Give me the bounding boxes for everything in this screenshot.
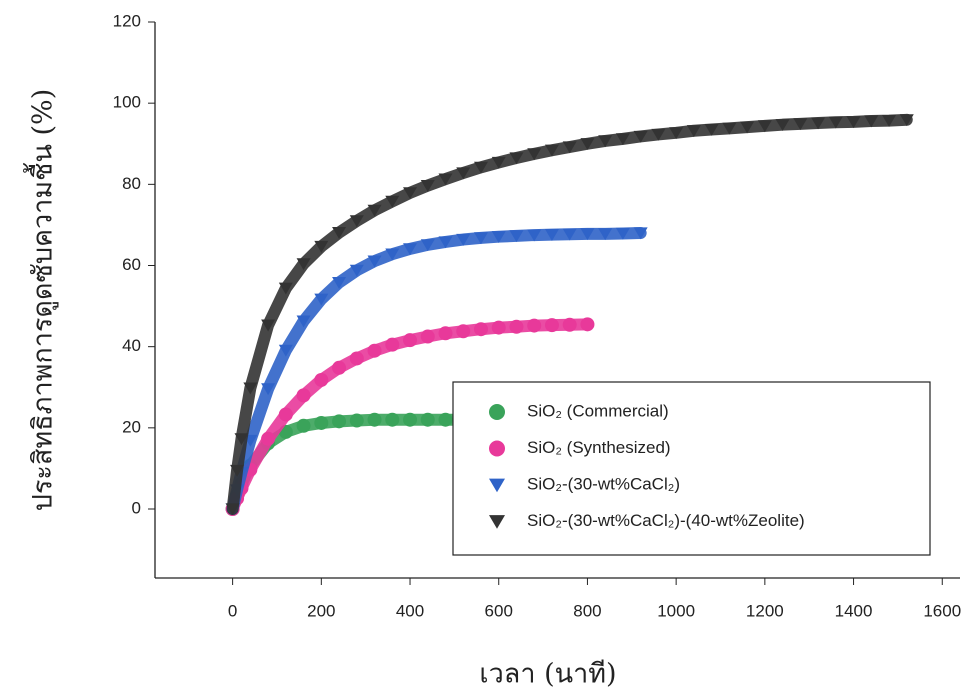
x-axis-title: เวลา (นาที): [479, 659, 616, 690]
marker: [474, 322, 488, 336]
marker: [385, 338, 399, 352]
marker: [368, 344, 382, 358]
marker: [314, 373, 328, 387]
marker: [332, 361, 346, 375]
marker: [421, 413, 435, 427]
y-tick-label: 120: [113, 11, 141, 30]
legend-label: SiO₂-(30-wt%CaCl₂)-(40-wt%Zeolite): [527, 511, 805, 530]
marker: [350, 414, 364, 428]
marker: [279, 407, 293, 421]
x-tick-label: 600: [485, 601, 513, 620]
legend-label: SiO₂ (Synthesized): [527, 438, 671, 457]
marker: [368, 413, 382, 427]
background: [0, 0, 964, 698]
legend: SiO₂ (Commercial) SiO₂ (Synthesized) SiO₂-…: [453, 382, 930, 555]
x-tick-label: 1600: [923, 601, 961, 620]
x-tick-label: 0: [228, 601, 237, 620]
marker: [439, 413, 453, 427]
x-tick-label: 200: [307, 601, 335, 620]
marker: [509, 320, 523, 334]
marker: [527, 319, 541, 333]
marker: [563, 318, 577, 332]
x-tick-label: 800: [573, 601, 601, 620]
legend-label: SiO₂-(30-wt%CaCl₂): [527, 474, 680, 493]
y-tick-label: 100: [113, 93, 141, 112]
y-tick-label: 60: [122, 255, 141, 274]
marker: [297, 419, 311, 433]
marker: [421, 330, 435, 344]
marker: [261, 432, 275, 446]
y-tick-label: 80: [122, 174, 141, 193]
marker: [332, 414, 346, 428]
marker: [297, 388, 311, 402]
y-tick-label: 20: [122, 417, 141, 436]
x-tick-label: 400: [396, 601, 424, 620]
marker: [314, 416, 328, 430]
marker: [545, 318, 559, 332]
y-axis-title: ประสิทธิภาพการดูดซับความชื้น (%): [23, 89, 59, 511]
x-tick-label: 1400: [835, 601, 873, 620]
marker: [492, 321, 506, 335]
x-tick-label: 1000: [657, 601, 695, 620]
marker: [489, 441, 505, 457]
y-tick-label: 40: [122, 336, 141, 355]
x-tick-label: 1200: [746, 601, 784, 620]
chart: เวลา (นาที) ประสิทธิภาพการดูดซับความชื้น…: [0, 0, 964, 698]
marker: [489, 404, 505, 420]
marker: [403, 333, 417, 347]
marker: [439, 326, 453, 340]
marker: [385, 413, 399, 427]
marker: [580, 317, 594, 331]
legend-label: SiO₂ (Commercial): [527, 401, 669, 420]
marker: [403, 413, 417, 427]
marker: [350, 351, 364, 365]
marker: [456, 324, 470, 338]
y-tick-label: 0: [132, 498, 141, 517]
